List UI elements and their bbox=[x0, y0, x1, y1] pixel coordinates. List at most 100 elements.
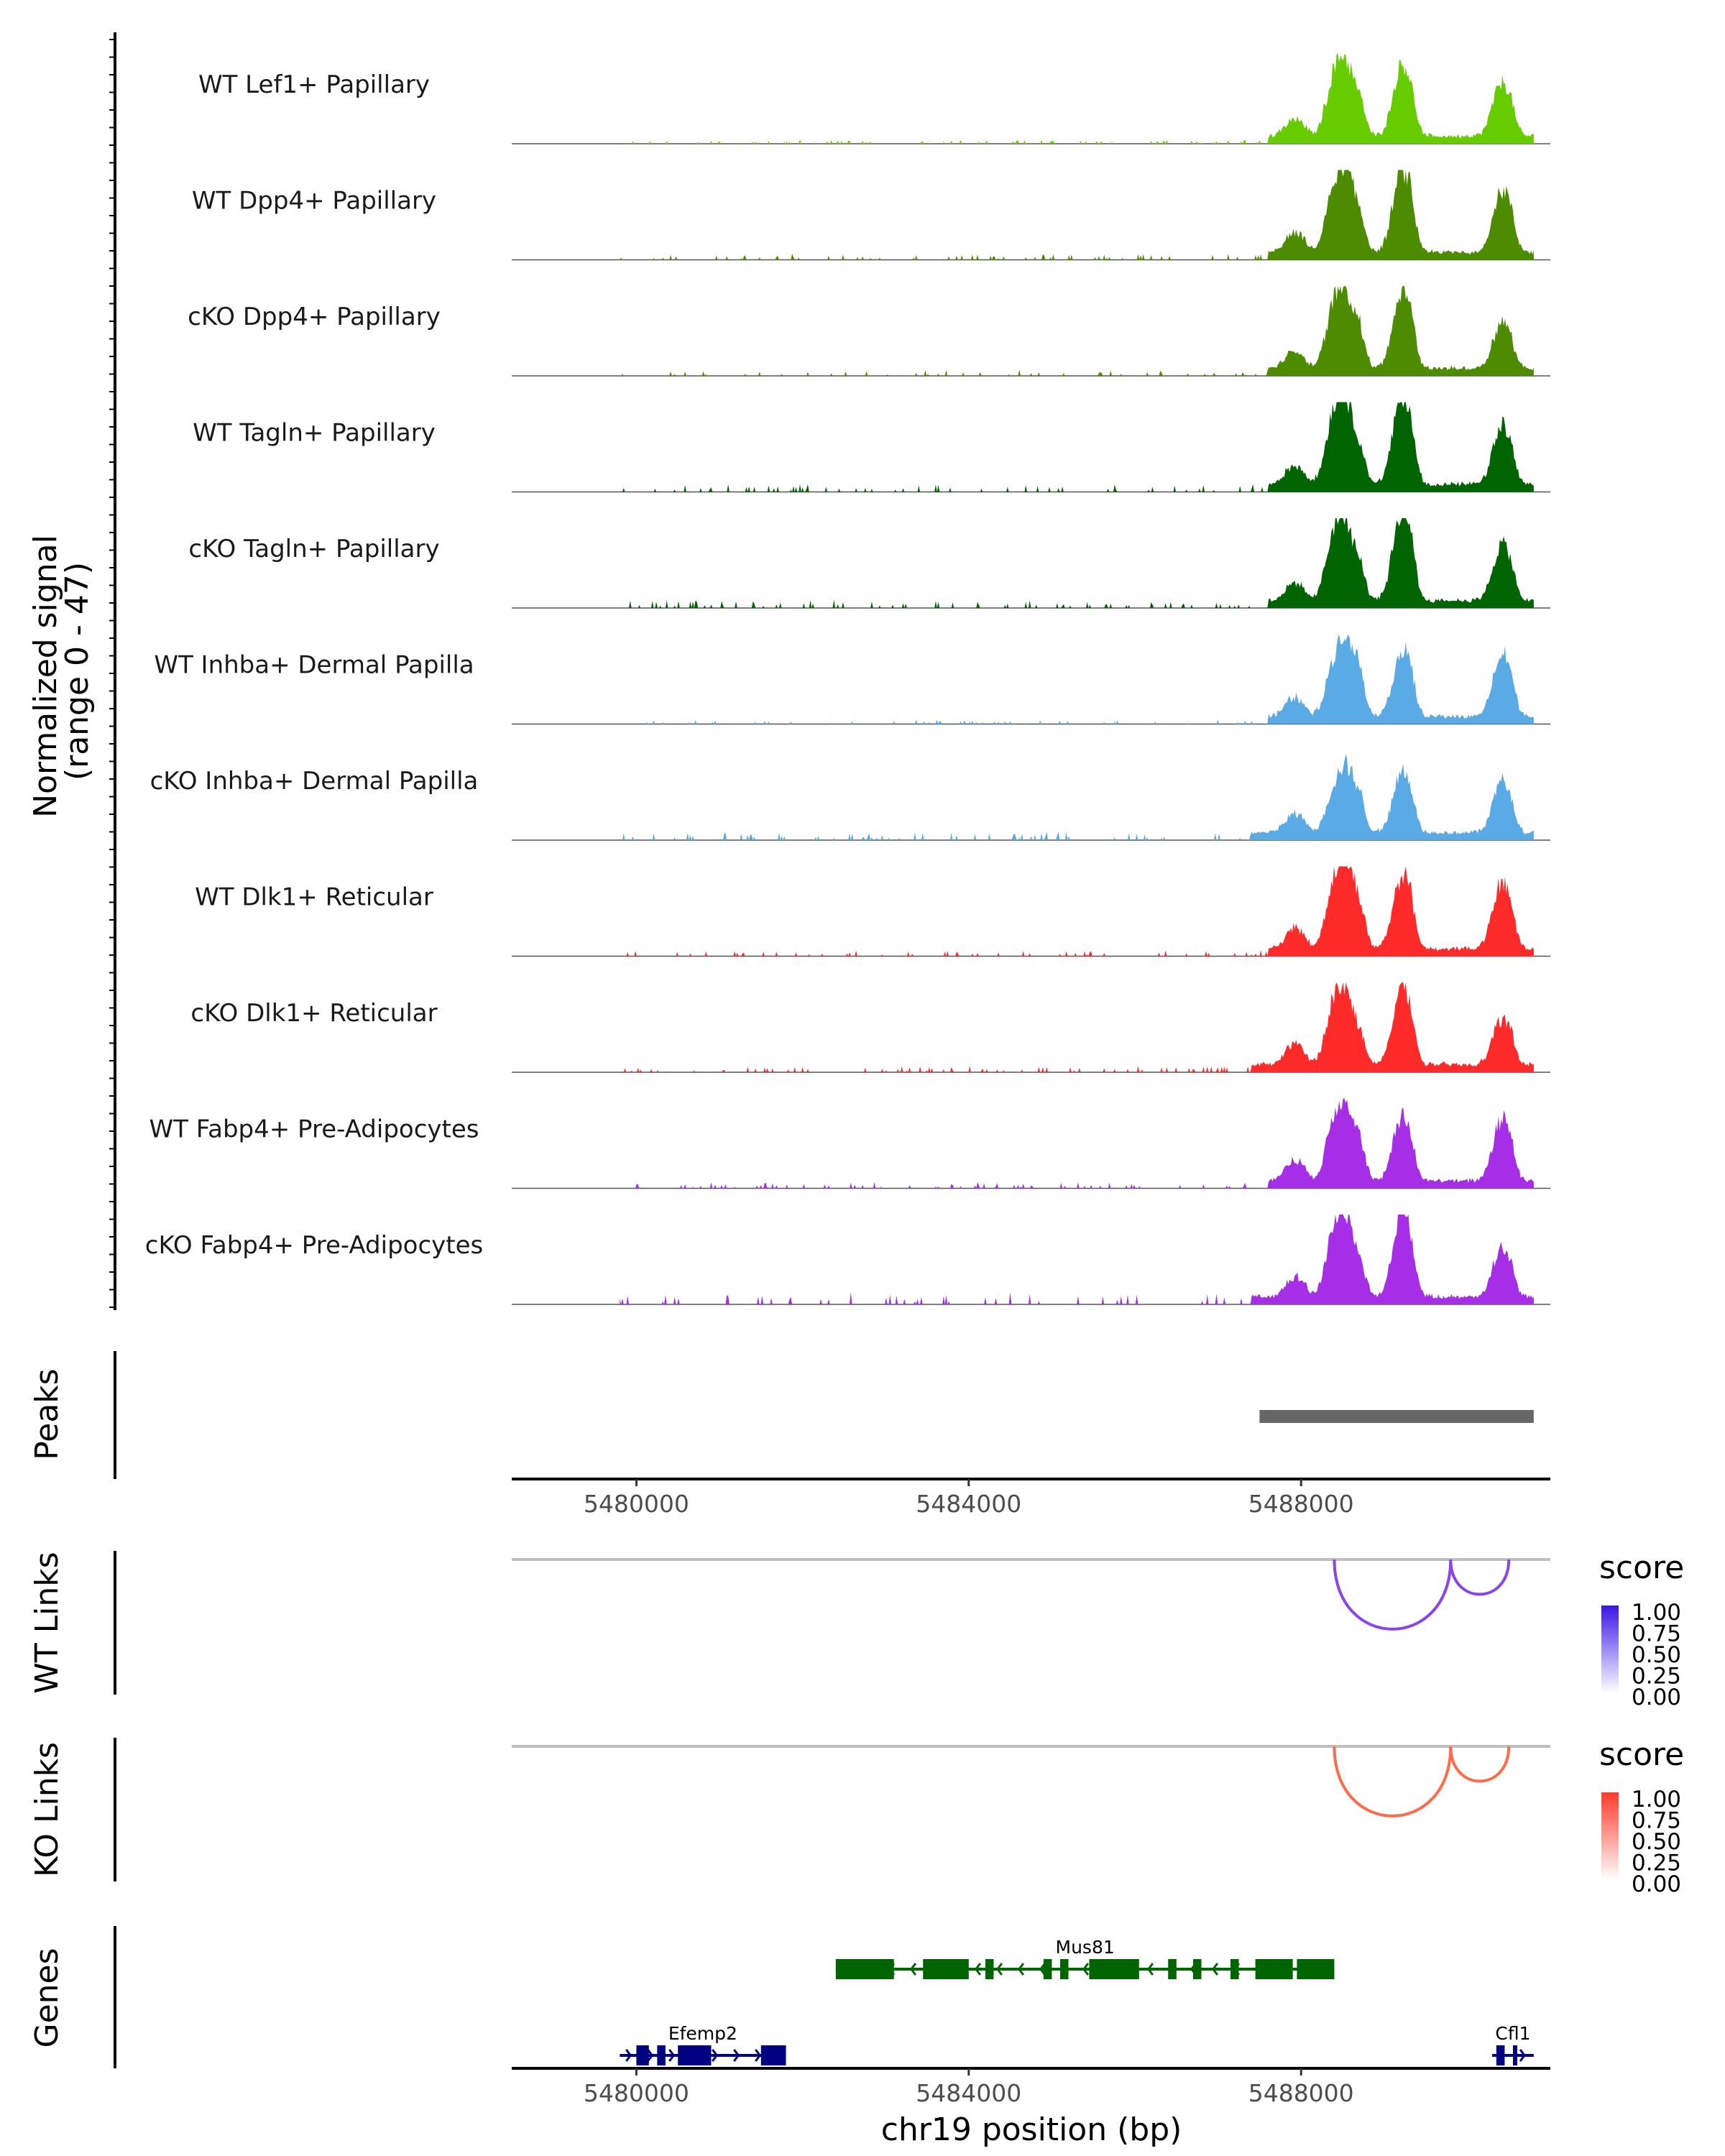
gene-exon bbox=[636, 2045, 649, 2065]
gene-exon bbox=[1255, 1959, 1293, 1979]
peak-regions bbox=[1259, 1410, 1534, 1423]
track-label: WT Dpp4+ Papillary bbox=[192, 187, 436, 216]
x-tick-label: 5480000 bbox=[584, 1490, 689, 1518]
gene-exon bbox=[678, 2045, 683, 2065]
genes-track-label: Genes bbox=[29, 1948, 65, 2047]
gene-exon bbox=[1059, 1959, 1069, 1979]
strand-arrow bbox=[755, 2049, 762, 2062]
score-legend: score 1.000.750.500.250.00 bbox=[1599, 1549, 1684, 1710]
strand-arrow bbox=[909, 1963, 917, 1976]
signal-area bbox=[620, 1215, 1534, 1304]
signal-area bbox=[620, 402, 1534, 492]
legend-tick-label: 0.25 bbox=[1632, 1664, 1681, 1690]
x-tick-label: 5484000 bbox=[916, 2079, 1021, 2107]
legend-colorbar bbox=[1601, 1792, 1619, 1880]
x-tick-label: 5484000 bbox=[916, 1490, 1021, 1518]
x-axis-bottom: 5480000 5484000 5488000 bbox=[584, 2068, 1354, 2107]
signal-area bbox=[620, 754, 1534, 840]
signal-panel: Normalized signal (range 0 - 47) WT Lef1… bbox=[27, 32, 1550, 1310]
gene-cfl1: Cfl1 bbox=[1492, 2023, 1534, 2065]
gene-mus81: Mus81 bbox=[835, 1937, 1335, 1979]
track-6: WT Inhba+ Dermal Papilla bbox=[154, 634, 1550, 725]
strand-arrow bbox=[1017, 1963, 1025, 1976]
track-label: WT Dlk1+ Reticular bbox=[195, 883, 433, 912]
link-arc bbox=[1333, 1746, 1453, 1818]
strand-arrow bbox=[647, 2049, 654, 2062]
gene-label: Cfl1 bbox=[1495, 2023, 1530, 2044]
x-tick-label: 5488000 bbox=[1248, 2079, 1354, 2107]
x-tick-label: 5480000 bbox=[584, 2079, 689, 2107]
signal-tracks: WT Lef1+ Papillary WT Dpp4+ Papillary cKO … bbox=[145, 54, 1550, 1305]
x-axis-title: chr19 position (bp) bbox=[881, 2111, 1182, 2148]
track-3: cKO Dpp4+ Papillary bbox=[188, 286, 1550, 377]
gene-label: Mus81 bbox=[1056, 1937, 1115, 1958]
signal-area bbox=[620, 286, 1534, 376]
strand-arrow bbox=[625, 2049, 632, 2062]
gene-exon bbox=[760, 2045, 786, 2065]
track-label: WT Lef1+ Papillary bbox=[198, 70, 430, 99]
legend-tick-label: 1.00 bbox=[1632, 1787, 1681, 1812]
strand-arrow bbox=[733, 2049, 740, 2062]
track-10: WT Fabp4+ Pre-Adipocytes bbox=[150, 1098, 1550, 1189]
track-2: WT Dpp4+ Papillary bbox=[192, 170, 1550, 261]
peak-region bbox=[1259, 1410, 1534, 1423]
legend-tick-label: 0.00 bbox=[1632, 1871, 1681, 1897]
gene-exon bbox=[1043, 1959, 1052, 1979]
gene-exon bbox=[1512, 2045, 1517, 2065]
track-label: cKO Dlk1+ Reticular bbox=[190, 999, 437, 1028]
legend-title: score bbox=[1599, 1736, 1684, 1773]
ylabel-line-1: Normalized signal bbox=[27, 535, 64, 818]
track-9: cKO Dlk1+ Reticular bbox=[190, 982, 1550, 1073]
strand-arrow bbox=[1146, 1963, 1154, 1976]
link-arc bbox=[1449, 1746, 1511, 1783]
track-11: cKO Fabp4+ Pre-Adipocytes bbox=[145, 1215, 1550, 1305]
legend-title: score bbox=[1599, 1549, 1684, 1586]
links-track-label: KO Links bbox=[29, 1742, 65, 1877]
track-label: cKO Tagln+ Papillary bbox=[188, 535, 439, 563]
strand-arrow bbox=[712, 2049, 719, 2062]
track-label: WT Tagln+ Papillary bbox=[193, 419, 436, 448]
gene-exon bbox=[1496, 2045, 1505, 2065]
signal-area bbox=[620, 982, 1534, 1072]
link-arc bbox=[1449, 1559, 1511, 1596]
link-arc bbox=[1333, 1559, 1453, 1631]
gene-exon bbox=[1089, 1959, 1139, 1979]
links-track-label: WT Links bbox=[29, 1552, 65, 1693]
strand-arrow bbox=[1082, 1963, 1090, 1976]
legend-tick-label: 0.00 bbox=[1632, 1685, 1681, 1710]
legend-tick-label: 0.25 bbox=[1632, 1851, 1681, 1876]
peaks-track-label: Peaks bbox=[29, 1368, 65, 1460]
ylabel-line-2: (range 0 - 47) bbox=[59, 562, 96, 780]
gene-exon bbox=[1192, 1959, 1202, 1979]
score-legend: score 1.000.750.500.250.00 bbox=[1599, 1736, 1684, 1897]
track-4: WT Tagln+ Papillary bbox=[193, 402, 1550, 493]
gene-efemp2: Efemp2 bbox=[620, 2023, 786, 2065]
gene-exon bbox=[1230, 1959, 1239, 1979]
legend-tick-label: 0.75 bbox=[1632, 1808, 1681, 1834]
track-label: WT Inhba+ Dermal Papilla bbox=[154, 651, 474, 680]
track-label: cKO Fabp4+ Pre-Adipocytes bbox=[145, 1231, 484, 1260]
signal-area bbox=[620, 170, 1534, 260]
track-1: WT Lef1+ Papillary bbox=[198, 54, 1550, 144]
gene-exon bbox=[1297, 1959, 1335, 1979]
track-7: cKO Inhba+ Dermal Papilla bbox=[150, 754, 1550, 841]
x-tick-label: 5488000 bbox=[1248, 1490, 1354, 1518]
track-label: WT Fabp4+ Pre-Adipocytes bbox=[150, 1115, 479, 1144]
strand-arrow bbox=[1519, 2049, 1526, 2062]
track-8: WT Dlk1+ Reticular bbox=[195, 866, 1550, 957]
legend-tick-label: 0.50 bbox=[1632, 1642, 1681, 1668]
gene-label: Efemp2 bbox=[668, 2023, 737, 2044]
signal-area bbox=[620, 866, 1534, 957]
legend-tick-label: 0.75 bbox=[1632, 1621, 1681, 1647]
gene-exon bbox=[681, 2045, 712, 2065]
legend-tick-label: 0.50 bbox=[1632, 1829, 1681, 1855]
strand-arrow bbox=[1211, 1963, 1219, 1976]
links-panel-1: WT Links score 1.000.750.500.250.00 bbox=[29, 1549, 1684, 1710]
links-panel-2: KO Links score 1.000.750.500.250.00 bbox=[29, 1736, 1684, 1897]
x-axis-top: 5480000 5484000 5488000 bbox=[584, 1479, 1354, 1518]
gene-models: Mus81 Efemp2 Cfl1 bbox=[620, 1937, 1534, 2065]
genes-panel: Genes Mus81 Efemp2 Cfl1 5480000 5484000 5488… bbox=[29, 1926, 1550, 2148]
signal-y-ticks bbox=[109, 39, 115, 1308]
